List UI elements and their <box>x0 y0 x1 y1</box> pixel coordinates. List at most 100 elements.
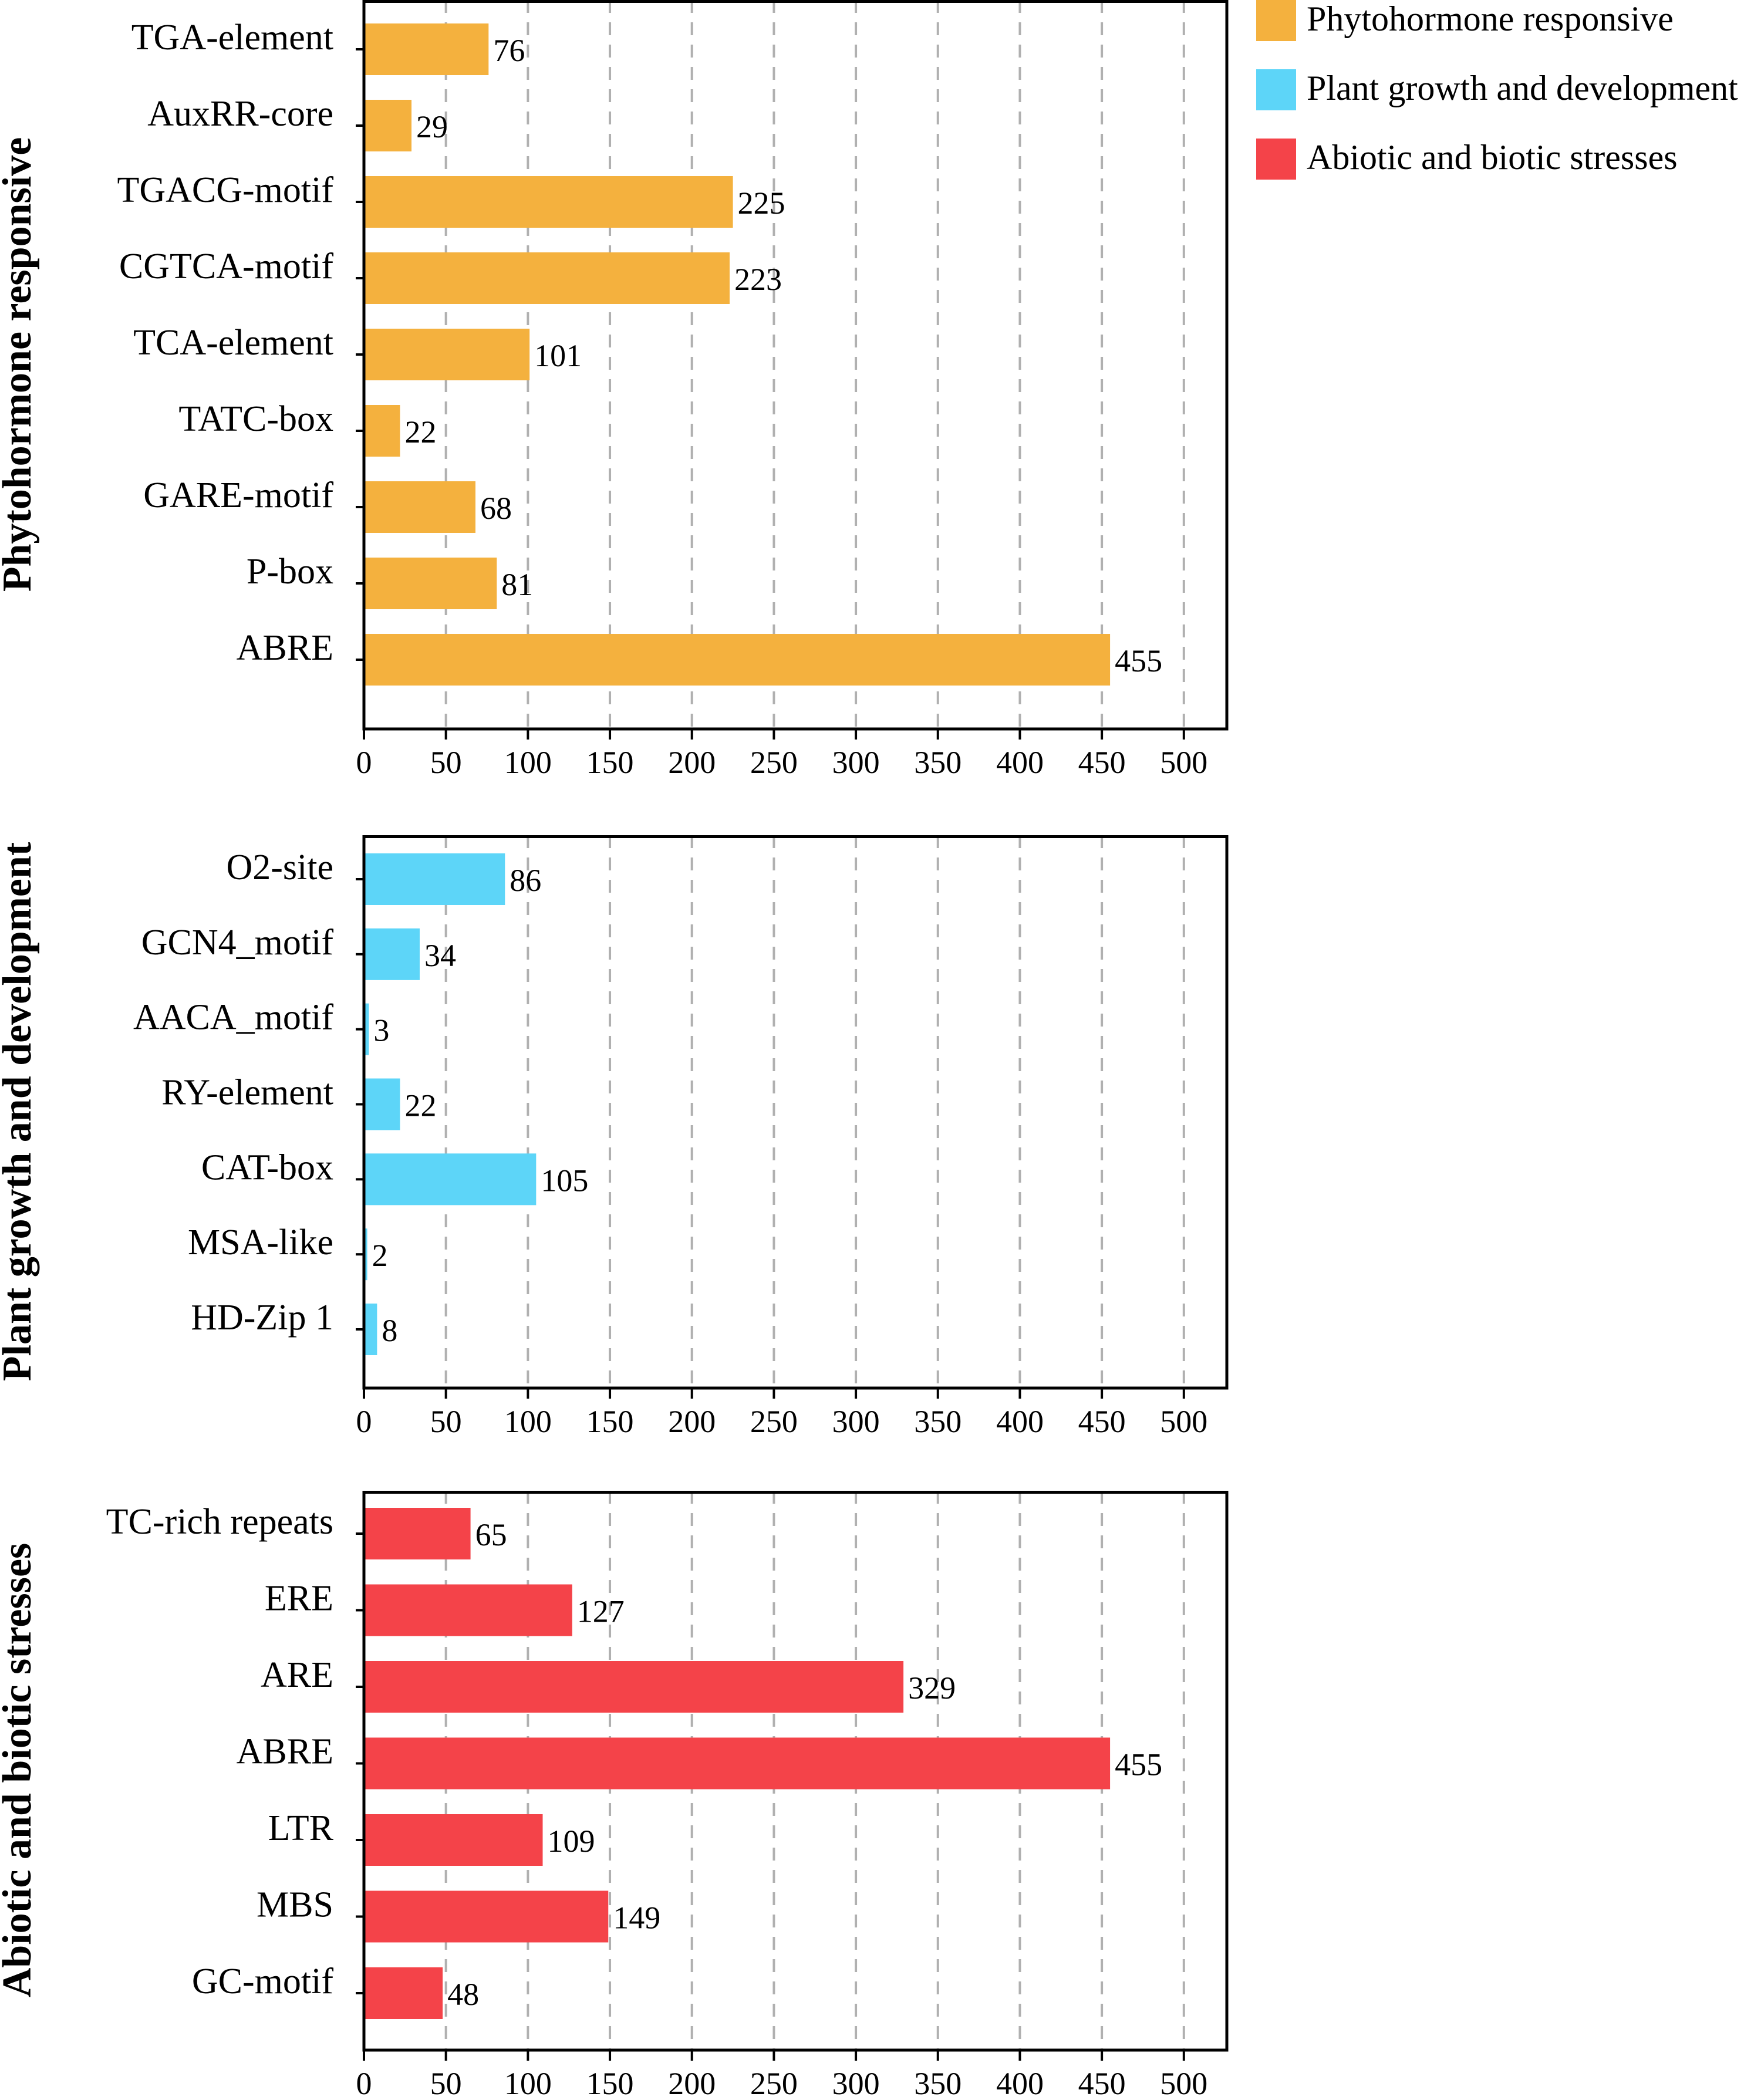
value-label-tga-element: 76 <box>493 33 525 68</box>
x-tick-label-200: 200 <box>668 2066 716 2100</box>
x-tick-label-350: 350 <box>914 745 962 780</box>
legend-swatch-plant-growth-and-development <box>1256 69 1296 110</box>
category-label-gcn4-motif: GCN4_motif <box>141 923 334 963</box>
x-tick-label-0: 0 <box>356 745 372 780</box>
value-label-p-box: 81 <box>501 567 533 602</box>
plot-frame <box>362 0 1229 731</box>
bar-tca-element <box>364 329 530 380</box>
category-label-tca-element: TCA-element <box>133 323 333 363</box>
bar-cgtca-motif <box>364 252 730 304</box>
x-tick-label-450: 450 <box>1078 745 1126 780</box>
panel-title-phytohormone-responsive: Phytohormone responsive <box>0 137 40 592</box>
value-label-ltr: 109 <box>548 1824 595 1859</box>
category-label-hd-zip-1: HD-Zip 1 <box>191 1298 333 1338</box>
plot-frame <box>362 835 1229 1390</box>
x-tick-label-450: 450 <box>1078 2066 1126 2100</box>
value-label-abre: 455 <box>1115 1747 1162 1782</box>
bar-msa-like <box>364 1228 367 1281</box>
legend-label-phytohormone-responsive: Phytohormone responsive <box>1307 0 1674 38</box>
x-tick-label-150: 150 <box>586 2066 634 2100</box>
panel-plant-growth-and-development: 86 O2-site 34 GCN4_motif 3 AACA_motif 22 RY-ele… <box>0 835 1229 1439</box>
x-tick-label-100: 100 <box>504 2066 552 2100</box>
x-tick-label-100: 100 <box>504 1404 552 1439</box>
bar-are <box>364 1661 904 1713</box>
category-label-gare-motif: GARE-motif <box>143 475 333 515</box>
legend-label-abiotic-and-biotic-stresses: Abiotic and biotic stresses <box>1307 138 1678 177</box>
value-label-abre: 455 <box>1115 643 1162 678</box>
value-label-are: 329 <box>908 1670 956 1706</box>
x-tick-label-300: 300 <box>832 745 880 780</box>
x-tick-label-200: 200 <box>668 1404 716 1439</box>
x-tick-label-200: 200 <box>668 745 716 780</box>
category-label-abre: ABRE <box>237 1732 333 1772</box>
panel-title-plant-growth-and-development: Plant growth and development <box>0 842 40 1381</box>
category-label-msa-like: MSA-like <box>188 1223 333 1262</box>
bar-tga-element <box>364 23 489 75</box>
x-tick-label-300: 300 <box>832 2066 880 2100</box>
value-label-hd-zip-1: 8 <box>382 1313 397 1348</box>
value-label-tc-rich-repeats: 65 <box>475 1517 507 1552</box>
x-tick-label-250: 250 <box>750 745 798 780</box>
x-tick-label-50: 50 <box>430 745 462 780</box>
value-label-gc-motif: 48 <box>447 1977 479 2012</box>
x-tick-label-100: 100 <box>504 745 552 780</box>
plot-frame <box>362 1491 1229 2052</box>
panel-title-abiotic-and-biotic-stresses: Abiotic and biotic stresses <box>0 1543 40 1998</box>
value-label-o2-site: 86 <box>510 863 541 898</box>
category-label-ry-element: RY-element <box>161 1073 333 1113</box>
bar-p-box <box>364 558 497 609</box>
bar-tc-rich-repeats <box>364 1508 471 1559</box>
value-label-mbs: 149 <box>613 1900 660 1936</box>
category-label-auxrr-core: AuxRR-core <box>147 94 333 134</box>
value-label-tgacg-motif: 225 <box>738 185 785 221</box>
bar-abre <box>364 634 1111 686</box>
x-tick-label-400: 400 <box>996 745 1044 780</box>
value-label-ry-element: 22 <box>404 1088 436 1123</box>
legend: Phytohormone responsive Plant growth and … <box>1256 0 1738 180</box>
bar-gare-motif <box>364 481 475 533</box>
panel-phytohormone-responsive: 76 TGA-element 29 AuxRR-core 225 TGACG-motif 2… <box>0 0 1229 780</box>
category-label-gc-motif: GC-motif <box>192 1961 333 2001</box>
category-label-tc-rich-repeats: TC-rich repeats <box>106 1502 333 1542</box>
category-label-ltr: LTR <box>268 1808 334 1848</box>
x-tick-label-350: 350 <box>914 1404 962 1439</box>
category-label-tgacg-motif: TGACG-motif <box>117 170 333 210</box>
bar-aaca-motif <box>364 1003 369 1055</box>
bar-ry-element <box>364 1078 400 1130</box>
value-label-cat-box: 105 <box>541 1163 588 1198</box>
value-label-gcn4-motif: 34 <box>424 938 456 973</box>
x-tick-label-250: 250 <box>750 1404 798 1439</box>
bar-gcn4-motif <box>364 928 420 980</box>
category-label-aaca-motif: AACA_motif <box>133 998 333 1038</box>
bar-ltr <box>364 1814 543 1866</box>
value-label-aaca-motif: 3 <box>373 1013 389 1048</box>
bar-abre <box>364 1737 1111 1790</box>
legend-swatch-abiotic-and-biotic-stresses <box>1256 139 1296 180</box>
value-label-ere: 127 <box>577 1594 625 1629</box>
x-tick-label-350: 350 <box>914 2066 962 2100</box>
bar-o2-site <box>364 853 505 905</box>
category-label-tga-element: TGA-element <box>131 18 333 58</box>
x-tick-label-300: 300 <box>832 1404 880 1439</box>
x-tick-label-50: 50 <box>430 2066 462 2100</box>
bar-tatc-box <box>364 405 400 457</box>
legend-swatch-phytohormone-responsive <box>1256 0 1296 41</box>
category-label-cat-box: CAT-box <box>201 1147 333 1187</box>
bar-cat-box <box>364 1153 537 1206</box>
x-tick-label-0: 0 <box>356 1404 372 1439</box>
value-label-tca-element: 101 <box>534 338 582 373</box>
category-label-tatc-box: TATC-box <box>178 399 333 439</box>
legend-label-plant-growth-and-development: Plant growth and development <box>1307 69 1738 107</box>
category-label-cgtca-motif: CGTCA-motif <box>119 247 333 286</box>
value-label-tatc-box: 22 <box>404 414 436 450</box>
category-label-p-box: P-box <box>247 552 333 592</box>
x-tick-label-400: 400 <box>996 1404 1044 1439</box>
value-label-cgtca-motif: 223 <box>734 262 782 297</box>
x-tick-label-450: 450 <box>1078 1404 1126 1439</box>
category-label-ere: ERE <box>265 1579 333 1619</box>
bar-ere <box>364 1584 572 1636</box>
x-tick-label-150: 150 <box>586 745 634 780</box>
x-tick-label-500: 500 <box>1160 2066 1207 2100</box>
bar-hd-zip-1 <box>364 1304 377 1355</box>
